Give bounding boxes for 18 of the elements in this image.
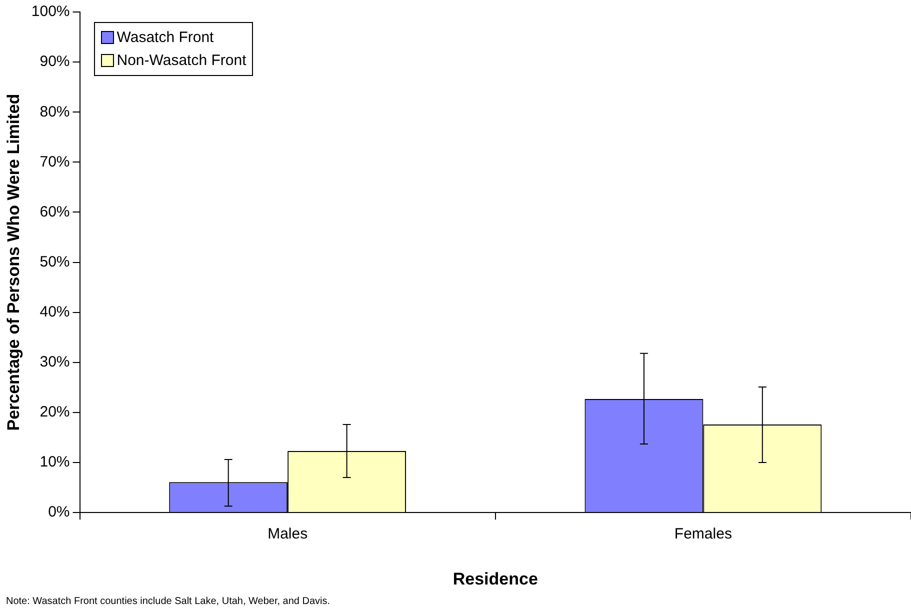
x-tick-label: Males xyxy=(268,526,308,543)
y-tick-label: 20% xyxy=(40,404,70,421)
y-axis-title: Percentage of Persons Who Were Limited xyxy=(4,94,23,431)
x-axis-title: Residence xyxy=(452,569,538,588)
legend-label: Wasatch Front xyxy=(116,29,214,46)
y-tick-label: 30% xyxy=(40,354,70,371)
legend-label: Non-Wasatch Front xyxy=(116,52,246,69)
y-tick-label: 60% xyxy=(40,203,70,220)
y-tick-label: 80% xyxy=(40,103,70,120)
y-tick-label: 10% xyxy=(40,454,70,471)
text: Note: Wasatch Front counties include Salt Lake, Utah, Weber, and Davis. xyxy=(6,596,330,607)
x-tick-label: Females xyxy=(674,526,732,543)
y-tick-label: 50% xyxy=(40,253,70,270)
y-tick-label: 0% xyxy=(48,504,70,521)
y-tick-label: 70% xyxy=(40,153,70,170)
y-tick-label: 90% xyxy=(40,53,70,70)
y-tick-label: 100% xyxy=(31,3,70,20)
y-tick-label: 40% xyxy=(40,304,70,320)
